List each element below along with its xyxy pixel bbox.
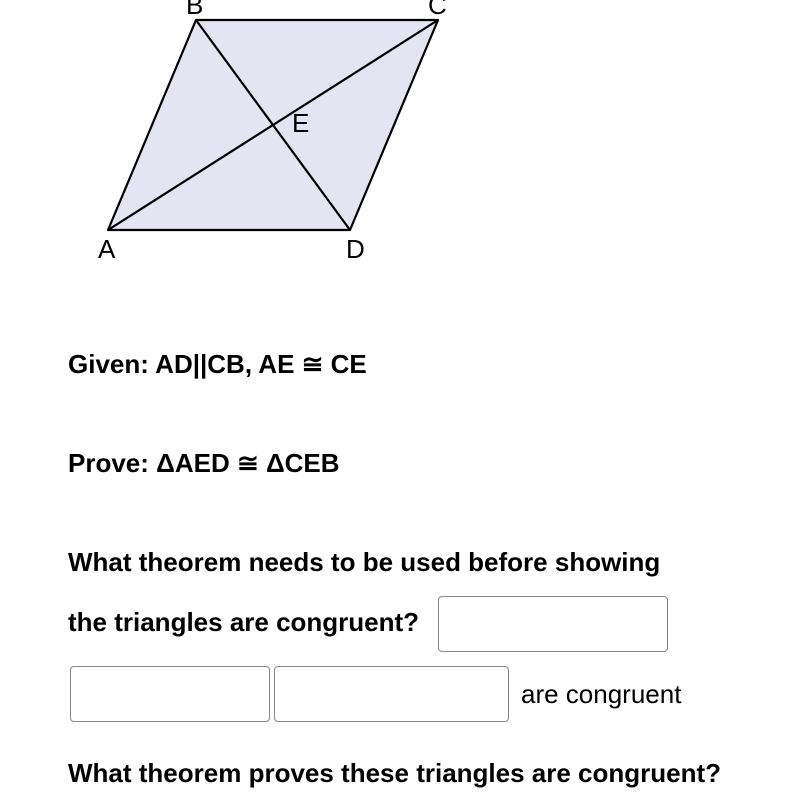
svg-text:D: D: [346, 234, 365, 264]
given-statement: Given: AD||CB, AE ≅ CE: [68, 345, 732, 384]
question-1-line-2: the triangles are congruent?: [68, 607, 419, 637]
svg-text:B: B: [186, 0, 203, 20]
question-1-line-1: What theorem needs to be used before sho…: [68, 547, 660, 577]
congruent-part-2-input[interactable]: [274, 666, 509, 722]
question-1: What theorem needs to be used before sho…: [68, 543, 732, 722]
question-2: What theorem proves these triangles are …: [68, 754, 732, 793]
diagram-container: A B C D E: [68, 0, 732, 275]
theorem-input[interactable]: [438, 596, 668, 652]
svg-text:E: E: [292, 108, 309, 138]
svg-text:A: A: [98, 234, 116, 264]
geometry-diagram: A B C D E: [68, 0, 478, 270]
trailing-label: are congruent: [521, 675, 681, 714]
prove-statement: Prove: ΔAED ≅ ΔCEB: [68, 444, 732, 483]
svg-text:C: C: [428, 0, 447, 20]
congruent-part-1-input[interactable]: [70, 666, 270, 722]
